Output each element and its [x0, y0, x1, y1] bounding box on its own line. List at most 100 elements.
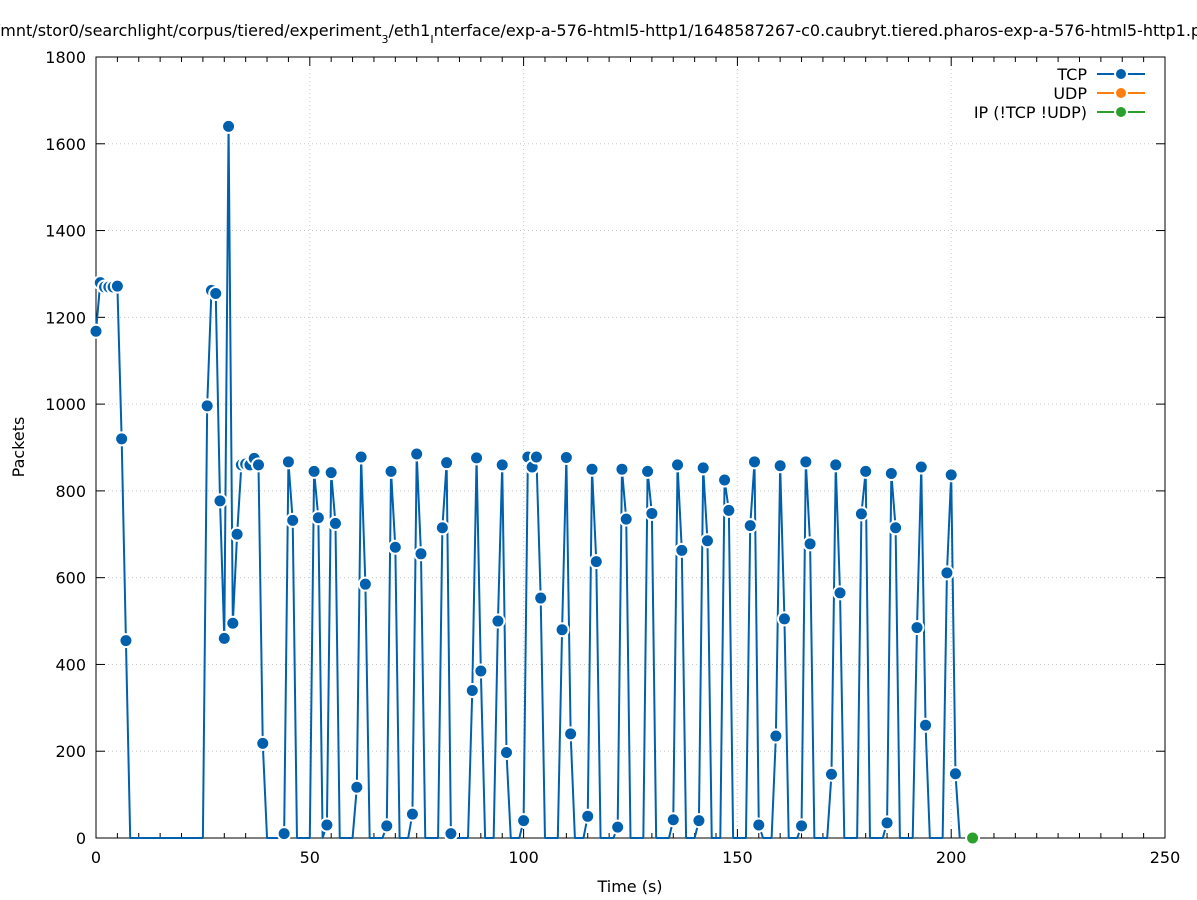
legend-marker [1114, 105, 1128, 119]
data-point [221, 118, 237, 134]
data-point [387, 539, 403, 555]
data-point [674, 542, 690, 558]
data-point [114, 431, 130, 447]
data-point [918, 717, 934, 733]
data-point [383, 463, 399, 479]
x-tick-label: 150 [722, 848, 753, 867]
data-point [943, 467, 959, 483]
data-point [747, 454, 763, 470]
data-point [409, 446, 425, 462]
data-point [216, 630, 232, 646]
plot-frame [95, 56, 1166, 839]
data-point [280, 454, 296, 470]
data-point [250, 457, 266, 473]
title-part: /mnt/stor0/searchlight/corpus/tiered/exp… [0, 21, 381, 40]
series-line [95, 125, 961, 839]
data-point [853, 506, 869, 522]
data-point [580, 808, 596, 824]
data-point [832, 585, 848, 601]
data-point [802, 536, 818, 552]
grid [96, 57, 1165, 838]
x-tick-label: 50 [300, 848, 320, 867]
data-point [558, 449, 574, 465]
data-point [319, 817, 335, 833]
title-part: I [430, 33, 433, 46]
data-point [965, 830, 981, 846]
data-point [310, 510, 326, 526]
data-point [879, 815, 895, 831]
data-point [695, 460, 711, 476]
data-point [109, 278, 125, 294]
data-point [413, 546, 429, 562]
data-point [229, 526, 245, 542]
data-point [670, 457, 686, 473]
data-point [858, 463, 874, 479]
data-point [533, 590, 549, 606]
x-tick-label: 200 [936, 848, 967, 867]
data-point [640, 463, 656, 479]
data-point [88, 323, 104, 339]
axis-ticks: 0 50 100 150 200 250 0 200 400 600 800 1000 1200 1400… [45, 48, 1180, 867]
y-tick-label: 1600 [45, 135, 86, 154]
title-part: /eth1 [388, 21, 430, 40]
data-point [742, 518, 758, 534]
y-tick-label: 1000 [45, 395, 86, 414]
data-point [473, 663, 489, 679]
data-point [498, 745, 514, 761]
title-part: 3 [381, 33, 388, 46]
data-point [909, 620, 925, 636]
data-point [357, 576, 373, 592]
data-point [618, 511, 634, 527]
data-point [614, 461, 630, 477]
data-point [828, 457, 844, 473]
y-tick-label: 200 [55, 742, 86, 761]
data-point [665, 812, 681, 828]
data-point [772, 458, 788, 474]
legend-label: UDP [1053, 84, 1087, 103]
data-point [469, 450, 485, 466]
y-tick-label: 1800 [45, 48, 86, 67]
x-axis-label: Time (s) [596, 877, 662, 896]
data-point [208, 285, 224, 301]
series-ip-tcp-udp- [965, 830, 981, 846]
data-point [118, 633, 134, 649]
chart-title: /mnt/stor0/searchlight/corpus/tiered/exp… [0, 21, 1197, 46]
data-point [768, 728, 784, 744]
data-point [699, 533, 715, 549]
data-point [721, 502, 737, 518]
data-point [563, 726, 579, 742]
data-point [353, 449, 369, 465]
data-point [490, 613, 506, 629]
data-point [464, 682, 480, 698]
data-point [323, 465, 339, 481]
x-tick-label: 100 [508, 848, 539, 867]
data-point [798, 454, 814, 470]
data-point [528, 449, 544, 465]
data-point [327, 515, 343, 531]
data-point [823, 766, 839, 782]
data-point [404, 806, 420, 822]
y-tick-label: 600 [55, 569, 86, 588]
data-point [554, 622, 570, 638]
title-part: nterface/exp-a-576-html5-http1/164858726… [434, 21, 1197, 40]
y-tick-label: 800 [55, 482, 86, 501]
data-point [751, 817, 767, 833]
data-point [276, 826, 292, 842]
data-point [212, 493, 228, 509]
y-tick-label: 1400 [45, 222, 86, 241]
y-tick-label: 1200 [45, 308, 86, 327]
data-point [199, 398, 215, 414]
legend-label: TCP [1056, 65, 1087, 84]
series-tcp [88, 118, 963, 842]
y-tick-label: 0 [76, 829, 86, 848]
data-point [285, 512, 301, 528]
legend-marker [1114, 67, 1128, 81]
data-point [888, 520, 904, 536]
data-point [584, 461, 600, 477]
data-point [691, 813, 707, 829]
data-point [443, 826, 459, 842]
series-layer [88, 118, 981, 846]
x-tick-label: 250 [1150, 848, 1181, 867]
